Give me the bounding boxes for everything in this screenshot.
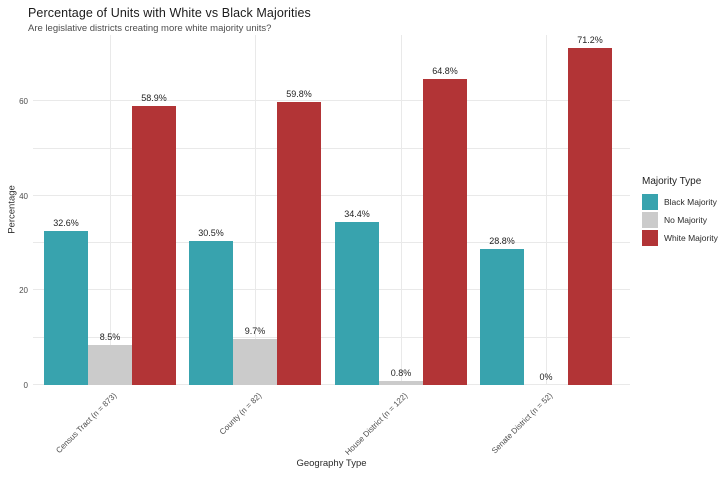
bar-no-majority [379,381,423,385]
v-gridline [110,35,111,385]
legend: Majority Type Black Majority No Majority W… [642,176,718,247]
bar-value-label: 58.9% [141,93,167,103]
bar-black-majority [189,241,233,385]
bar-white-majority [277,102,321,385]
v-gridline [255,35,256,385]
h-gridline [33,337,630,338]
bar-value-label: 32.6% [53,218,79,228]
x-axis-title: Geography Type [296,458,367,469]
chart-subtitle: Are legislative districts creating more … [28,23,272,34]
bar-value-label: 9.7% [244,326,266,336]
bar-white-majority [568,48,612,385]
legend-items: Black Majority No Majority White Majority [642,193,718,247]
chart-title: Percentage of Units with White vs Black … [28,6,311,20]
h-gridline [33,384,630,385]
bar-black-majority [335,222,379,385]
legend-item-label: White Majority [664,233,718,243]
bar-value-label: 59.8% [286,89,312,99]
v-gridline [546,35,547,385]
bar-value-label: 0% [539,372,553,382]
bar-black-majority [44,231,88,385]
bar-value-label: 64.8% [432,66,458,76]
legend-item-label: No Majority [664,215,707,225]
bar-value-label: 28.8% [489,236,515,246]
h-gridline [33,148,630,149]
h-gridline [33,242,630,243]
legend-title: Majority Type [642,176,702,187]
legend-item: No Majority [642,211,718,229]
h-gridline [33,100,630,101]
bar-value-label: 34.4% [344,209,370,219]
y-tick-label: 40 [19,192,28,201]
y-axis-title: Percentage [6,185,18,234]
bar-value-label: 8.5% [99,332,121,342]
bar-black-majority [480,249,524,385]
legend-item: Black Majority [642,193,718,211]
h-gridline [33,289,630,290]
plot-panel: 32.6% 8.5% 58.9% 30.5% 9.7% 59.8% 34.4% 0.8% 64.… [33,35,630,385]
y-tick-label: 60 [19,97,28,106]
bar-value-label: 30.5% [198,228,224,238]
y-tick-label: 20 [19,286,28,295]
legend-item-label: Black Majority [664,197,717,207]
y-tick-label: 0 [23,381,28,390]
bar-no-majority [233,339,277,385]
legend-item: White Majority [642,229,718,247]
bar-value-label: 0.8% [390,368,412,378]
v-gridline [401,35,402,385]
bar-white-majority [132,106,176,385]
legend-swatch-no-majority [642,212,658,228]
bar-no-majority [88,345,132,385]
legend-swatch-white-majority [642,230,658,246]
h-gridline [33,195,630,196]
legend-swatch-black-majority [642,194,658,210]
bar-value-label: 71.2% [577,35,603,45]
bar-white-majority [423,79,467,385]
